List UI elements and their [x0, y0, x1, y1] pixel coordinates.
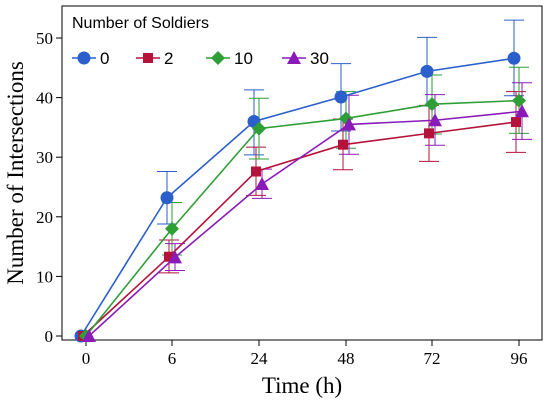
y-tick-label: 20 [36, 208, 53, 227]
data-point-0 [507, 51, 521, 65]
legend: Number of Soldiers 0 2 10 30 [72, 15, 329, 68]
plot-frame [61, 5, 543, 341]
data-point-10 [425, 97, 439, 112]
data-point-0 [334, 90, 348, 104]
data-point-2 [424, 128, 434, 139]
data-point-0 [420, 64, 434, 78]
x-tick-label: 0 [82, 349, 91, 368]
legend-title: Number of Soldiers [72, 15, 209, 32]
data-point-2 [511, 117, 521, 128]
legend-marker-2 [143, 53, 153, 63]
data-point-30 [428, 113, 442, 127]
y-tick-label: 10 [36, 267, 53, 286]
data-point-10 [165, 221, 179, 236]
legend-label-0: 0 [100, 49, 109, 68]
x-tick-label: 72 [424, 349, 441, 368]
x-tick-label: 48 [338, 349, 355, 368]
data-point-0 [160, 191, 174, 205]
x-tick-label: 6 [168, 349, 177, 368]
data-point-30 [342, 117, 356, 131]
legend-label-10: 10 [234, 49, 253, 68]
legend-label-2: 2 [164, 49, 173, 68]
x-axis-title: Time (h) [262, 373, 342, 398]
y-tick-label: 30 [36, 148, 53, 167]
legend-marker-0 [77, 51, 91, 65]
data-point-2 [338, 139, 348, 150]
data-point-30 [515, 104, 529, 118]
data-point-10 [512, 93, 526, 108]
legend-marker-10 [211, 51, 225, 65]
data-point-30 [82, 329, 96, 342]
y-axis-title: Number of Intersections [3, 61, 28, 285]
x-tick-label: 96 [511, 349, 528, 368]
series-markers [74, 51, 529, 343]
data-point-30 [168, 250, 182, 264]
data-point-30 [255, 177, 269, 191]
data-point-2 [251, 166, 261, 177]
series-line-30 [88, 110, 523, 337]
y-tick-label: 0 [45, 327, 54, 346]
y-tick-label: 40 [36, 89, 53, 108]
series-line-10 [85, 99, 520, 337]
series-line-0 [80, 57, 515, 337]
legend-marker-30 [287, 51, 301, 64]
x-tick-label: 24 [251, 349, 269, 368]
y-tick-label: 50 [36, 29, 53, 48]
data-point-2 [164, 251, 174, 262]
x-axis: 0 6 24 48 72 96 [82, 340, 528, 368]
series-lines [80, 57, 523, 337]
legend-label-30: 30 [310, 49, 329, 68]
data-point-10 [252, 121, 266, 136]
y-axis: 0 10 20 30 40 50 [36, 29, 62, 346]
